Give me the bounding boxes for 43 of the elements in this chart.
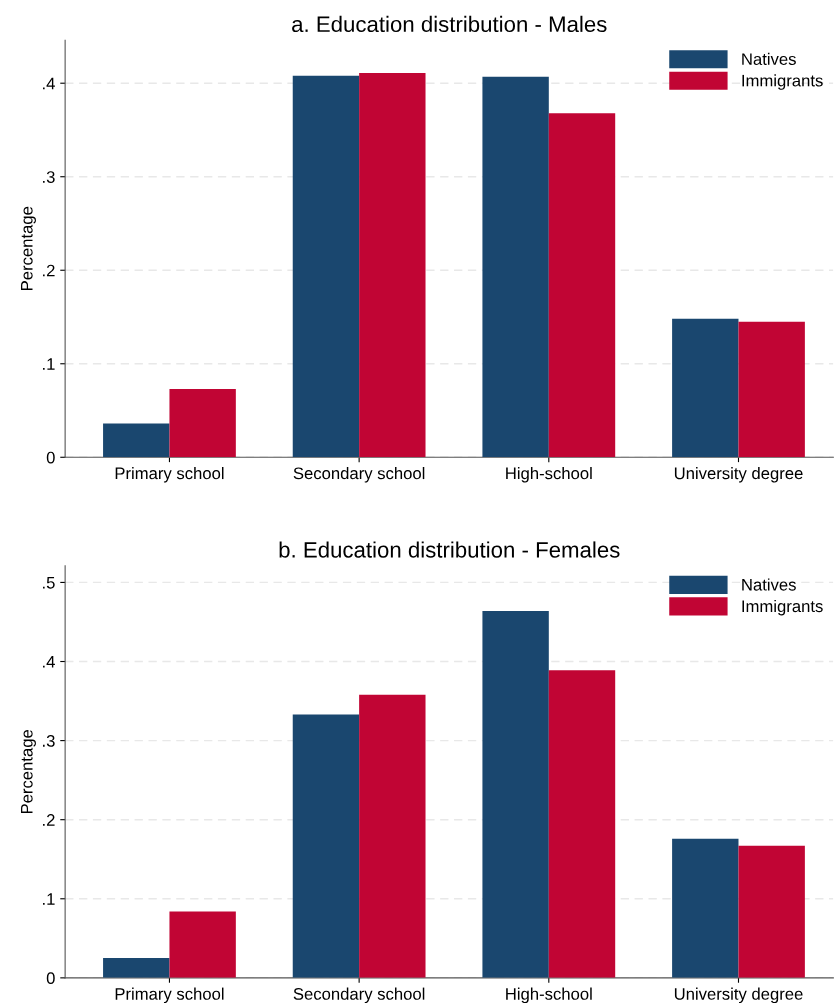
bar	[482, 610, 549, 978]
x-tick-label: Secondary school	[293, 987, 425, 1004]
bar	[359, 72, 426, 458]
bar	[482, 76, 549, 458]
bar	[548, 113, 616, 458]
bar	[169, 911, 236, 978]
legend-label: Natives	[742, 52, 796, 66]
y-tick-label: .1	[43, 893, 55, 905]
chart-title: b. Education distribution - Females	[279, 541, 620, 558]
x-tick-label: Primary school	[115, 467, 224, 483]
bar	[672, 838, 739, 978]
x-tick-label: Primary school	[115, 987, 224, 1004]
chart-title: a. Education distribution - Males	[292, 15, 607, 33]
y-tick-label: .2	[43, 814, 55, 826]
bar	[103, 958, 170, 978]
bar	[169, 389, 236, 458]
bar	[292, 75, 360, 458]
x-tick-label: High-school	[506, 467, 592, 483]
y-tick-label: 0	[46, 451, 55, 464]
y-tick-label: .3	[43, 735, 55, 747]
y-tick-label: .1	[43, 358, 55, 370]
y-tick-label: .4	[43, 656, 55, 668]
legend-label: Natives	[742, 578, 796, 591]
y-tick-label: .2	[43, 264, 55, 277]
legend-label: Immigrants	[742, 599, 823, 616]
y-tick-label: .5	[43, 577, 55, 589]
y-tick-label: 0	[46, 972, 55, 985]
bar	[738, 845, 805, 978]
y-tick-label: .3	[43, 171, 55, 183]
bar	[738, 321, 805, 458]
bar	[292, 714, 360, 978]
bar	[548, 670, 616, 978]
y-axis-title: Percentage	[21, 729, 36, 814]
x-tick-label: High-school	[506, 987, 592, 1004]
y-tick-label: .4	[43, 77, 55, 90]
x-tick-label: University degree	[674, 987, 803, 1004]
y-axis-title: Percentage	[21, 206, 36, 290]
bar	[359, 694, 426, 978]
x-tick-label: University degree	[674, 467, 803, 483]
bar	[103, 423, 170, 458]
x-tick-label: Secondary school	[293, 467, 425, 483]
bar	[672, 318, 739, 458]
legend-label: Immigrants	[742, 74, 823, 90]
